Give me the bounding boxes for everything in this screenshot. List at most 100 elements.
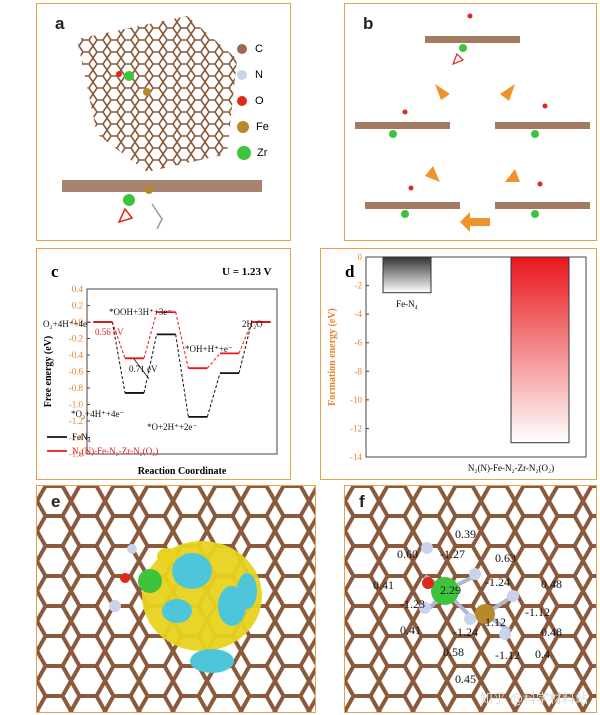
reaction-cycle-diagram (355, 13, 590, 232)
charge-label: 0.41 (373, 578, 394, 592)
charge-label: -1.12 (525, 605, 550, 619)
atom-c-icon (237, 44, 247, 54)
charge-label: 0.48 (541, 577, 562, 591)
legend-item: Fe (237, 114, 269, 140)
legend-item: Zr (237, 140, 269, 166)
chart-annotation: *OH+H⁺+e⁻ (185, 344, 233, 354)
y-tick-label: -1.2 (69, 416, 83, 426)
transition-line (175, 311, 189, 369)
y-tick-label: -1.0 (69, 400, 84, 410)
atom-fe-icon (237, 121, 249, 133)
panel-f: 0.39 0.60 -1.27 0.63 0.41 2.29 -1.24 0.48 -1.23 1… (344, 485, 597, 713)
y-tick-label: -10 (350, 395, 362, 405)
charge-label: 2.29 (440, 583, 461, 597)
x-axis-label: Reaction Coordinate (138, 466, 227, 477)
panel-label: c (51, 262, 59, 281)
chart-annotation: 0.71 eV (129, 364, 158, 374)
cycle-arrows (425, 84, 520, 232)
y-tick-label: -1.6 (69, 449, 84, 459)
panel-c: c U = 1.23 V 0.4 0.2 0.0 -0.2 -0.4 -0.6 -0.8 -1… (36, 248, 291, 480)
panel-d: d 0 -2 -4 -6 -8 -10 -12 -14 Formation energy (eV… (320, 248, 597, 480)
legend-label: N₂(N)-Fe-N₂-Zr-N₂(O₂) (72, 446, 158, 456)
charge-label: -1.12 (495, 648, 520, 662)
y-tick-label: -1.4 (69, 433, 84, 443)
y-tick-label: -0.8 (69, 383, 84, 393)
charge-label: 1.12 (485, 615, 506, 629)
y-tick-label: 0.4 (72, 284, 84, 294)
transition-line (238, 321, 253, 354)
legend-label: FeN₄ (72, 432, 91, 442)
charge-label: -1.23 (400, 597, 425, 611)
atom-n-icon (237, 70, 247, 80)
panel-label: b (363, 14, 374, 33)
transition-line (111, 321, 126, 359)
charge-label: 0.63 (495, 551, 516, 565)
chart-annotation: *O₂+4H⁺+4e⁻ (71, 409, 125, 419)
legend-label: Fe (256, 121, 269, 133)
legend-label: N (255, 69, 263, 81)
y-tick-label: -14 (350, 452, 362, 462)
plot-frame (365, 256, 587, 458)
chart-annotation: 0.56 eV (95, 327, 124, 337)
slab-left (355, 109, 450, 138)
panel-label: a (55, 14, 65, 33)
charge-label: 0.41 (400, 623, 421, 637)
legend-item: O (237, 88, 269, 114)
transition-line (238, 321, 253, 374)
charge-label: 0.45 (455, 672, 476, 686)
transition-line (175, 334, 189, 417)
bar (382, 256, 432, 294)
atom-o-icon (237, 96, 247, 106)
chart-title: U = 1.23 V (222, 266, 272, 278)
panel-a: a C N O Fe (36, 3, 291, 241)
slab-top (425, 13, 520, 66)
panel-label: d (345, 262, 355, 281)
category-label: Fe-N₄ (396, 299, 418, 309)
atom-zr-icon (237, 146, 251, 160)
panel-b: b (344, 3, 597, 241)
charge-label: 0.58 (443, 645, 464, 659)
chart-annotation: 2H₂O (242, 319, 263, 329)
bader-charge-image: 0.39 0.60 -1.27 0.63 0.41 2.29 -1.24 0.48 -1.23 1… (345, 486, 596, 712)
charge-label: 0.60 (397, 547, 418, 561)
transition-line (143, 311, 158, 359)
slab-right (495, 103, 590, 138)
y-tick-label: -0.4 (69, 350, 84, 360)
chart-annotation: *O+2H⁺+2e⁻ (147, 422, 197, 432)
y-tick-label: -8 (355, 366, 363, 376)
y-tick-label: -6 (355, 338, 363, 348)
panel-label: e (51, 492, 61, 511)
legend-label: C (255, 43, 263, 55)
formation-energy-chart: d 0 -2 -4 -6 -8 -10 -12 -14 Formation energy (eV… (327, 252, 587, 473)
free-energy-chart: c U = 1.23 V 0.4 0.2 0.0 -0.2 -0.4 -0.6 -0.8 -1… (43, 262, 278, 477)
charge-label: -1.24 (485, 575, 510, 589)
y-tick-label: -0.2 (69, 334, 83, 344)
y-tick-label: 0.0 (72, 317, 84, 327)
y-tick-label: -12 (350, 423, 362, 433)
chart-annotation: O₂+4H⁺+4e⁻ (43, 319, 92, 329)
y-axis-label: Free energy (eV) (43, 336, 54, 407)
chart-annotation: *OOH+3H⁺+3e⁻ (109, 307, 172, 317)
watermark-text: 知乎 @科学材料站 (479, 692, 588, 707)
y-tick-label: 0 (358, 252, 363, 262)
atom-legend: C N O Fe Zr (237, 36, 269, 166)
y-axis-label: Formation energy (eV) (327, 308, 338, 406)
y-tick-label: -2 (355, 281, 363, 291)
charge-label: -1.27 (440, 547, 465, 561)
y-tick-label: -0.6 (69, 367, 84, 377)
charge-label: 0.48 (541, 625, 562, 639)
charge-label: 0.39 (455, 527, 476, 541)
charge-label: 0.4 (535, 647, 550, 661)
y-tick-label: -4 (355, 309, 363, 319)
slab-bottom-right (495, 181, 590, 218)
legend-item: N (237, 62, 269, 88)
charge-label: -1.24 (453, 625, 478, 639)
legend-label: Zr (257, 147, 268, 159)
y-tick-label: 0.2 (72, 301, 83, 311)
structure-top-view (62, 16, 262, 230)
legend-item: C (237, 36, 269, 62)
legend-label: O (255, 95, 264, 107)
category-label: N₂(N)-Fe-N₂-Zr-N₂(O₂) (468, 463, 554, 473)
charge-density-image (37, 486, 315, 712)
slab-bottom-left (365, 185, 460, 218)
